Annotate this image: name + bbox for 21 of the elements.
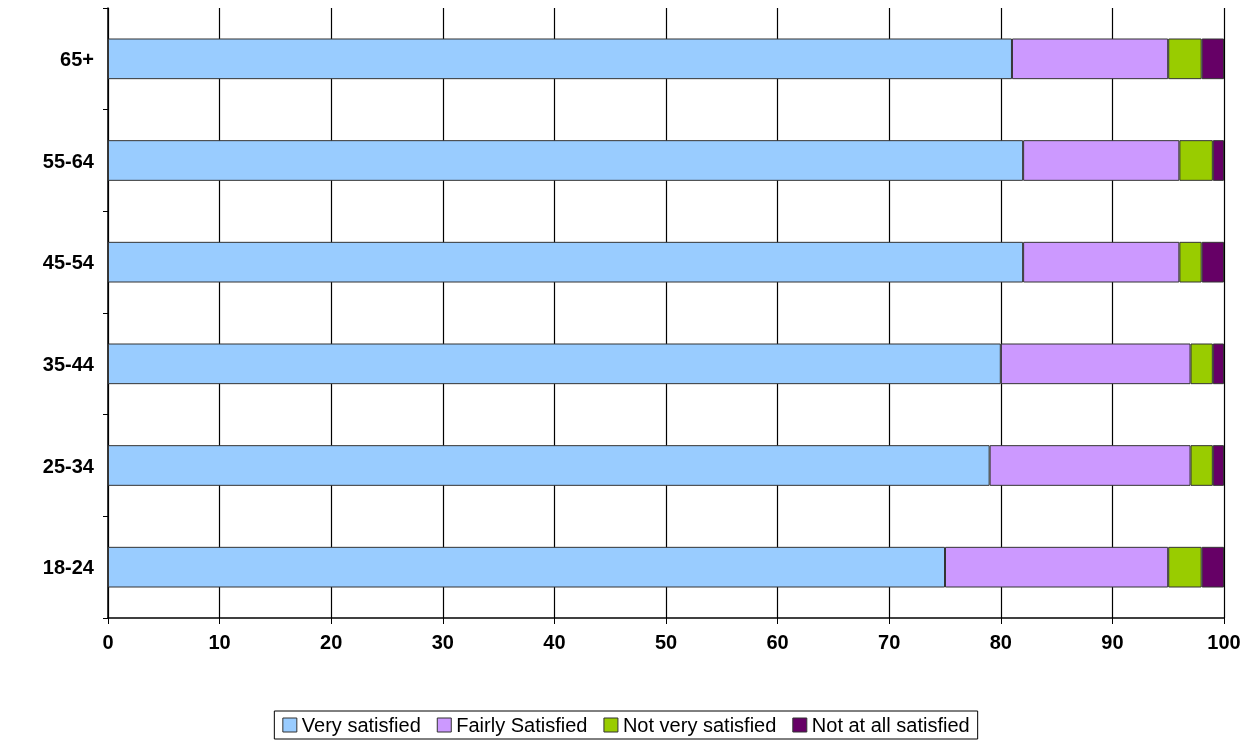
y-tick-label: 18-24 — [42, 556, 95, 579]
x-tick-label: 90 — [1101, 631, 1124, 653]
legend-label: Not at all satisfied — [811, 714, 970, 736]
legend-label: Very satisfied — [301, 714, 421, 736]
x-tick-label: 10 — [208, 631, 231, 653]
y-tick-label: 55-64 — [42, 149, 95, 172]
x-tick-label: 80 — [989, 631, 1012, 653]
x-tick-label: 70 — [878, 631, 901, 653]
x-tick-label: 40 — [543, 631, 566, 653]
y-tick-label: 65+ — [60, 47, 94, 70]
y-tick-label: 45-54 — [42, 251, 95, 274]
x-tick-label: 50 — [654, 631, 678, 653]
x-tick-label: 60 — [766, 631, 789, 653]
x-tick-label: 0 — [102, 631, 114, 653]
x-tick-label: 100 — [1207, 631, 1241, 653]
y-tick-label: 25-34 — [42, 454, 95, 477]
x-tick-label: 20 — [320, 631, 343, 653]
legend-label: Fairly Satisfied — [456, 714, 588, 736]
legend-label: Not very satisfied — [622, 714, 777, 736]
y-tick-label: 35-44 — [42, 352, 95, 375]
x-tick-label: 30 — [431, 631, 454, 653]
